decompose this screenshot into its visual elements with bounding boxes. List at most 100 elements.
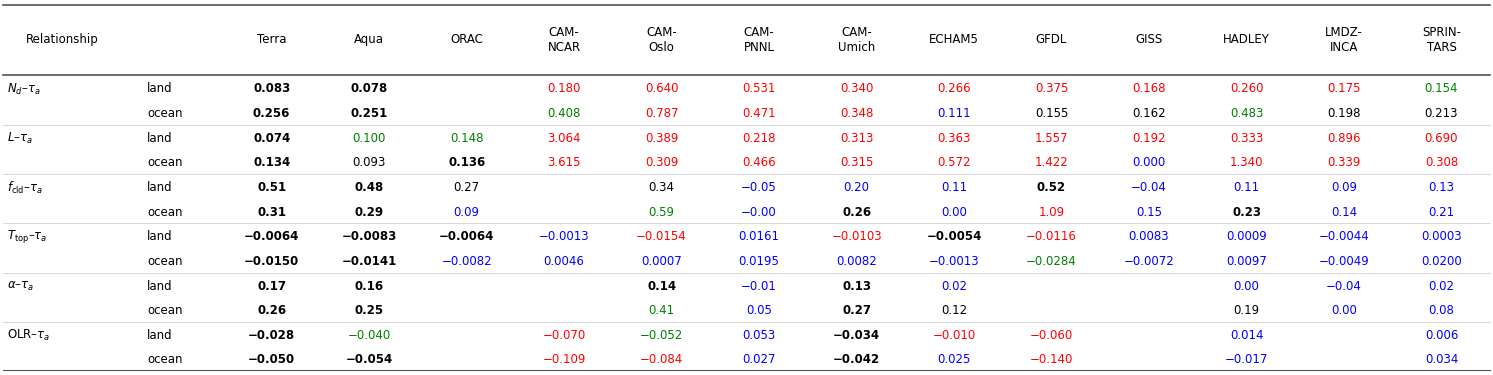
- Text: 0.313: 0.313: [841, 132, 873, 145]
- Text: −0.017: −0.017: [1224, 353, 1268, 366]
- Text: 0.11: 0.11: [941, 181, 967, 194]
- Text: 0.134: 0.134: [252, 156, 290, 170]
- Text: 0.162: 0.162: [1132, 107, 1166, 120]
- Text: 0.896: 0.896: [1327, 132, 1360, 145]
- Text: 0.0097: 0.0097: [1226, 255, 1268, 268]
- Text: −0.0154: −0.0154: [636, 230, 687, 243]
- Text: −0.0064: −0.0064: [243, 230, 300, 243]
- Text: 0.02: 0.02: [941, 279, 967, 292]
- Text: land: land: [146, 329, 173, 342]
- Text: 0.006: 0.006: [1424, 329, 1459, 342]
- Text: CAM-
NCAR: CAM- NCAR: [548, 26, 581, 54]
- Text: Relationship: Relationship: [25, 33, 99, 46]
- Text: land: land: [146, 230, 173, 243]
- Text: 0.180: 0.180: [548, 82, 581, 96]
- Text: Aqua: Aqua: [354, 33, 384, 46]
- Text: 0.00: 0.00: [941, 206, 967, 219]
- Text: 0.198: 0.198: [1327, 107, 1360, 120]
- Text: −0.109: −0.109: [542, 353, 585, 366]
- Text: −0.00: −0.00: [741, 206, 776, 219]
- Text: −0.140: −0.140: [1030, 353, 1073, 366]
- Text: 0.466: 0.466: [742, 156, 776, 170]
- Text: ocean: ocean: [146, 206, 182, 219]
- Text: CAM-
Umich: CAM- Umich: [838, 26, 875, 54]
- Text: 0.074: 0.074: [252, 132, 290, 145]
- Text: land: land: [146, 181, 173, 194]
- Text: 0.308: 0.308: [1424, 156, 1459, 170]
- Text: 0.078: 0.078: [351, 82, 388, 96]
- Text: GISS: GISS: [1135, 33, 1163, 46]
- Text: 0.00: 0.00: [1233, 279, 1260, 292]
- Text: 0.339: 0.339: [1327, 156, 1360, 170]
- Text: −0.0044: −0.0044: [1318, 230, 1369, 243]
- Text: −0.0116: −0.0116: [1026, 230, 1076, 243]
- Text: 0.375: 0.375: [1035, 82, 1067, 96]
- Text: −0.0083: −0.0083: [342, 230, 397, 243]
- Text: −0.05: −0.05: [741, 181, 776, 194]
- Text: 0.213: 0.213: [1424, 107, 1459, 120]
- Text: 0.59: 0.59: [648, 206, 675, 219]
- Text: 0.787: 0.787: [645, 107, 678, 120]
- Text: 0.111: 0.111: [938, 107, 970, 120]
- Text: 0.348: 0.348: [841, 107, 873, 120]
- Text: −0.052: −0.052: [640, 329, 684, 342]
- Text: −0.084: −0.084: [640, 353, 684, 366]
- Text: 0.100: 0.100: [352, 132, 385, 145]
- Text: −0.0284: −0.0284: [1026, 255, 1076, 268]
- Text: 0.14: 0.14: [646, 279, 676, 292]
- Text: 0.09: 0.09: [454, 206, 479, 219]
- Text: 0.136: 0.136: [448, 156, 485, 170]
- Text: 0.08: 0.08: [1429, 304, 1454, 317]
- Text: 0.17: 0.17: [257, 279, 287, 292]
- Text: −0.0072: −0.0072: [1124, 255, 1175, 268]
- Text: 0.48: 0.48: [354, 181, 384, 194]
- Text: 0.340: 0.340: [841, 82, 873, 96]
- Text: 0.0007: 0.0007: [640, 255, 682, 268]
- Text: 1.422: 1.422: [1035, 156, 1069, 170]
- Text: 0.168: 0.168: [1132, 82, 1166, 96]
- Text: $L$–$\tau_a$: $L$–$\tau_a$: [7, 131, 33, 146]
- Text: 0.31: 0.31: [257, 206, 287, 219]
- Text: GFDL: GFDL: [1036, 33, 1067, 46]
- Text: 0.251: 0.251: [351, 107, 388, 120]
- Text: 0.572: 0.572: [938, 156, 970, 170]
- Text: 0.093: 0.093: [352, 156, 385, 170]
- Text: 0.16: 0.16: [354, 279, 384, 292]
- Text: ocean: ocean: [146, 353, 182, 366]
- Text: −0.034: −0.034: [833, 329, 881, 342]
- Text: −0.010: −0.010: [933, 329, 976, 342]
- Text: 0.26: 0.26: [842, 206, 870, 219]
- Text: −0.028: −0.028: [248, 329, 296, 342]
- Text: −0.0150: −0.0150: [243, 255, 299, 268]
- Text: 0.26: 0.26: [257, 304, 287, 317]
- Text: $\alpha$–$\tau_a$: $\alpha$–$\tau_a$: [7, 279, 34, 292]
- Text: 0.51: 0.51: [257, 181, 287, 194]
- Text: 0.19: 0.19: [1233, 304, 1260, 317]
- Text: −0.01: −0.01: [741, 279, 776, 292]
- Text: 0.09: 0.09: [1330, 181, 1357, 194]
- Text: 0.389: 0.389: [645, 132, 678, 145]
- Text: 0.29: 0.29: [354, 206, 384, 219]
- Text: 0.13: 0.13: [842, 279, 870, 292]
- Text: 0.15: 0.15: [1136, 206, 1162, 219]
- Text: 3.064: 3.064: [548, 132, 581, 145]
- Text: 0.034: 0.034: [1424, 353, 1459, 366]
- Text: −0.060: −0.060: [1030, 329, 1073, 342]
- Text: $f_\mathrm{cld}$–$\tau_a$: $f_\mathrm{cld}$–$\tau_a$: [7, 180, 43, 195]
- Text: 0.0161: 0.0161: [739, 230, 779, 243]
- Text: 0.12: 0.12: [941, 304, 967, 317]
- Text: 0.053: 0.053: [742, 329, 776, 342]
- Text: 0.25: 0.25: [354, 304, 384, 317]
- Text: ocean: ocean: [146, 107, 182, 120]
- Text: 0.52: 0.52: [1038, 181, 1066, 194]
- Text: 0.408: 0.408: [548, 107, 581, 120]
- Text: −0.070: −0.070: [542, 329, 585, 342]
- Text: 0.027: 0.027: [742, 353, 776, 366]
- Text: 0.531: 0.531: [742, 82, 776, 96]
- Text: 0.05: 0.05: [746, 304, 772, 317]
- Text: $T_\mathrm{top}$–$\tau_a$: $T_\mathrm{top}$–$\tau_a$: [7, 228, 48, 245]
- Text: −0.0013: −0.0013: [539, 230, 590, 243]
- Text: $N_d$–$\tau_a$: $N_d$–$\tau_a$: [7, 81, 42, 96]
- Text: 1.340: 1.340: [1230, 156, 1263, 170]
- Text: 0.21: 0.21: [1429, 206, 1454, 219]
